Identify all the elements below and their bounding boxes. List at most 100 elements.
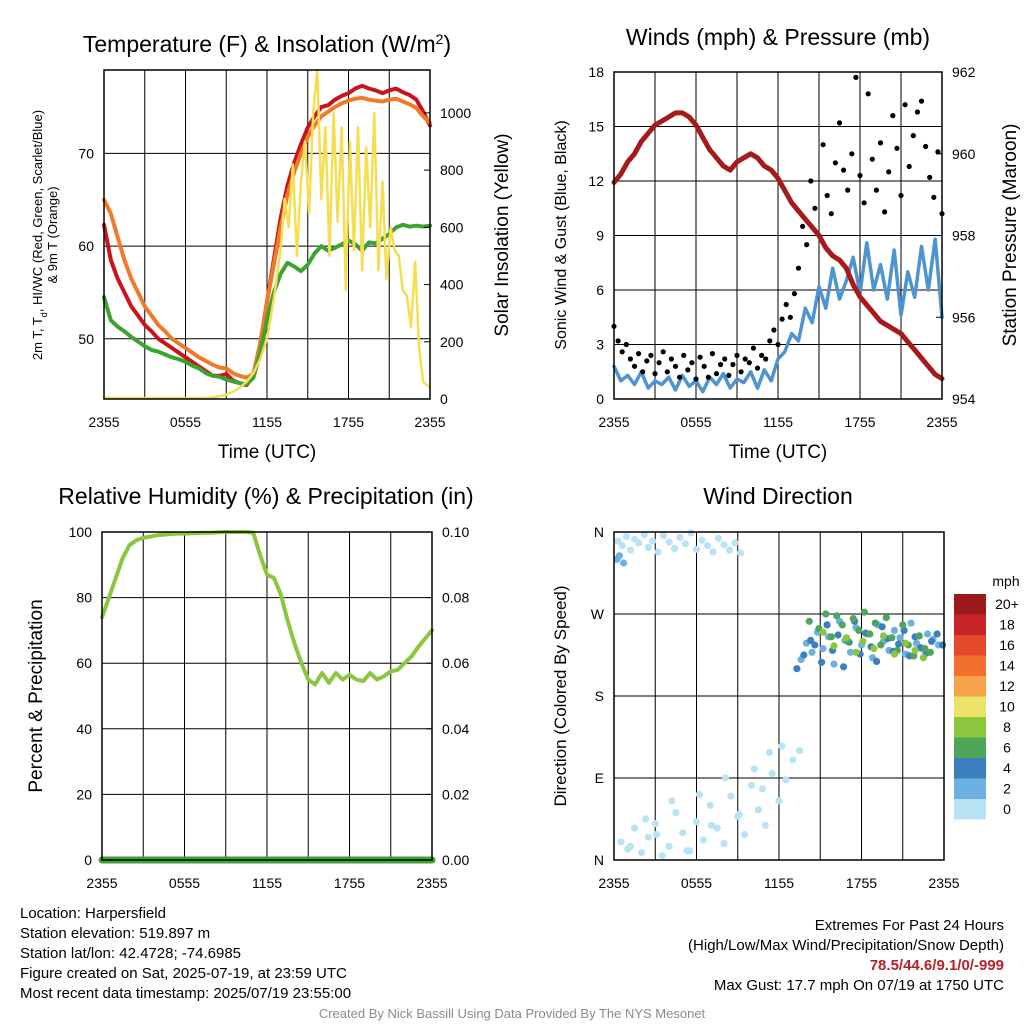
y-tick-label-left: 50	[78, 331, 94, 347]
data-point	[857, 172, 863, 179]
data-point	[720, 840, 728, 848]
x-tick-label: 1755	[333, 414, 364, 430]
data-point	[807, 636, 815, 645]
data-point	[791, 291, 798, 297]
y-tick-label-right: 958	[952, 228, 976, 244]
data-point	[681, 540, 690, 548]
y-tick-label-right: 0.10	[442, 524, 469, 540]
data-point	[644, 833, 653, 841]
data-point	[823, 621, 831, 629]
data-point	[692, 818, 701, 826]
data-point	[890, 113, 896, 119]
y-tick-label-left: N	[594, 524, 604, 540]
y-tick-label-left: 9	[596, 228, 604, 244]
data-point	[754, 806, 763, 814]
data-point	[697, 354, 703, 360]
x-tick-label: 0555	[680, 414, 711, 430]
data-point	[623, 341, 629, 348]
data-point	[767, 338, 773, 344]
data-point	[910, 652, 918, 660]
data-point	[800, 651, 808, 659]
x-tick-label: 0555	[169, 875, 200, 891]
data-point	[644, 358, 650, 364]
y-tick-label-right: 960	[952, 146, 976, 162]
x-tick-label: 1155	[252, 875, 282, 891]
temperature-panel: Temperature (F) & Insolation (W/m2) 2355…	[30, 31, 513, 463]
data-point	[759, 352, 765, 358]
data-point	[617, 838, 625, 846]
direction-title: Wind Direction	[703, 483, 853, 509]
legend-label: 2	[1003, 781, 1011, 797]
data-point	[820, 142, 826, 148]
y-tick-label-right: 0.04	[442, 721, 469, 737]
y-tick-label-right: 600	[440, 219, 464, 235]
data-point	[626, 842, 635, 850]
data-point	[656, 360, 662, 366]
data-point	[775, 341, 781, 348]
data-point	[687, 529, 695, 537]
data-point	[713, 371, 720, 377]
series-line-relative-humidity	[100, 530, 434, 687]
winds-ylabel-right: Station Pressure (Maroon)	[1000, 124, 1021, 347]
data-point	[763, 356, 769, 362]
data-point	[693, 376, 699, 382]
data-point	[911, 646, 919, 655]
data-point	[877, 140, 884, 146]
data-point	[819, 628, 827, 636]
data-point	[614, 537, 622, 545]
data-point	[676, 533, 684, 542]
data-point	[898, 192, 904, 199]
legend-label: 8	[1003, 719, 1011, 735]
data-point	[800, 223, 806, 229]
data-point	[812, 205, 818, 211]
legend-label: 20+	[995, 596, 1019, 612]
x-tick-label: 1755	[334, 875, 365, 891]
data-point	[859, 637, 867, 645]
y-tick-label-left: 100	[69, 524, 93, 540]
data-point	[796, 747, 804, 755]
temperature-ticks: 2355 0555 1155 1755 2355 50 60 70 0 200 400 600 800 1…	[78, 105, 471, 430]
data-point	[789, 756, 797, 764]
y-tick-label-right: 1000	[440, 105, 471, 121]
data-point	[919, 654, 928, 662]
y-tick-label-right: 200	[440, 334, 464, 350]
x-tick-label: 1755	[844, 414, 875, 430]
data-point	[758, 785, 767, 793]
data-point	[935, 149, 941, 155]
data-point	[931, 194, 937, 200]
legend-swatch	[954, 594, 986, 615]
direction-legend: 20+ 18 16 14 12 10 8 6 4 2 0	[954, 594, 1019, 820]
data-point	[726, 372, 732, 378]
legend-label: 16	[999, 637, 1015, 653]
x-tick-label: 1755	[846, 875, 877, 891]
data-point	[626, 546, 635, 554]
data-point	[703, 542, 712, 550]
direction-panel: Wind Direction 2355 0555 1155 1755 2355 N E S W N…	[551, 483, 1020, 891]
legend-label: 18	[999, 617, 1015, 633]
data-point	[890, 626, 899, 635]
y-tick-label-left: 70	[78, 145, 94, 161]
data-point	[860, 608, 868, 616]
legend-label: 12	[999, 678, 1015, 694]
data-point	[665, 842, 673, 850]
data-point	[692, 545, 701, 553]
temperature-ylabel-left: 2m T, Td, HI/WC (Red, Green, Scarlet/Blu…	[30, 110, 49, 360]
data-point	[849, 151, 855, 157]
data-point	[653, 830, 661, 839]
y-tick-label-right: 954	[952, 391, 976, 407]
winds-series	[611, 74, 945, 394]
data-point	[865, 91, 871, 97]
y-tick-label-right: 400	[440, 277, 464, 293]
legend-swatch	[954, 635, 986, 656]
humidity-ylabel-left: Percent & Precipitation	[26, 599, 47, 792]
y-tick-label-left: 20	[76, 786, 92, 802]
y-tick-label-left: W	[591, 606, 605, 622]
data-point	[618, 542, 626, 550]
data-point	[741, 830, 749, 839]
data-point	[771, 327, 777, 333]
data-point	[842, 634, 851, 642]
series-line-station-pressure	[611, 110, 945, 382]
data-point	[838, 621, 846, 629]
y-tick-label-left: 0	[84, 852, 92, 868]
data-point	[642, 815, 650, 823]
